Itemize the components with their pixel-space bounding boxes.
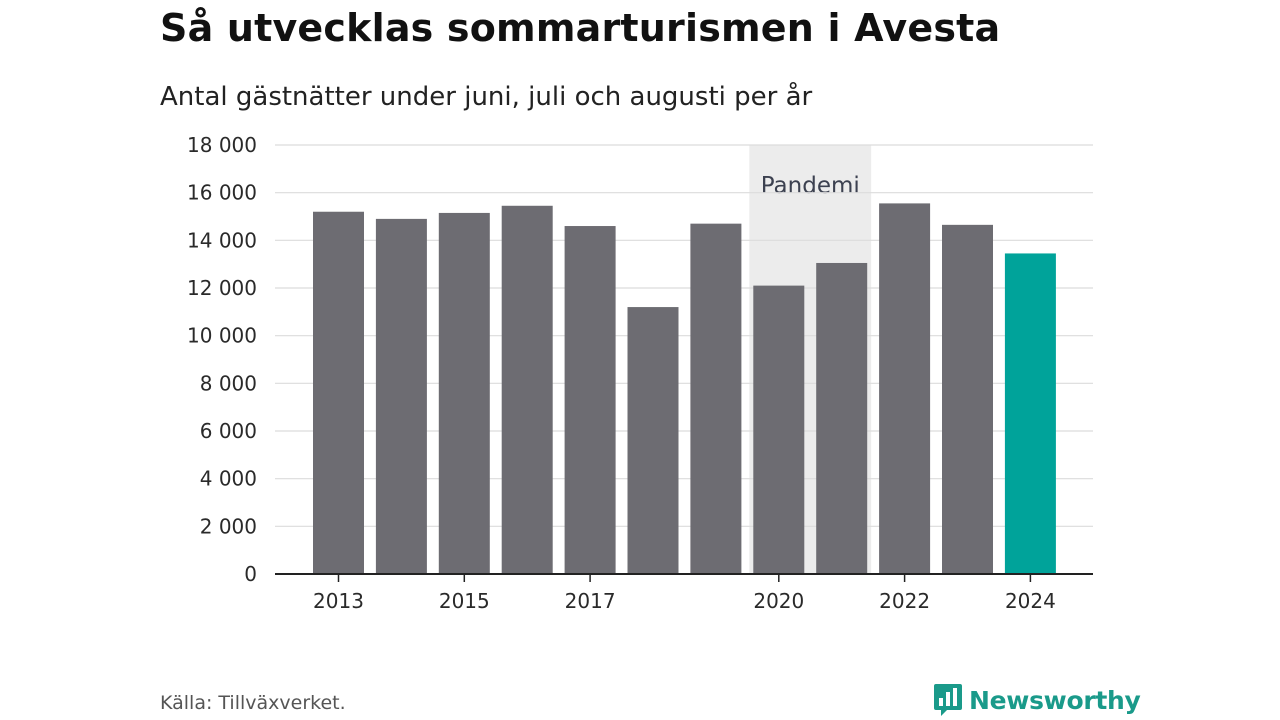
y-tick-label: 12 000	[187, 276, 257, 300]
bar-2014	[375, 218, 427, 574]
y-tick-label: 4 000	[200, 467, 257, 491]
x-tick-label: 2013	[313, 589, 364, 613]
bar-2015	[438, 212, 490, 575]
bar-2024	[1004, 253, 1056, 575]
bar-chart-logo-icon	[934, 684, 962, 716]
x-tick-label: 2015	[439, 589, 490, 613]
bar-2017	[564, 226, 616, 575]
bar-2013	[313, 211, 364, 574]
axes: 0 2 000 4 000 6 000 8 000 10 000 12 000 14 000 1…	[187, 133, 1093, 613]
x-tick-label: 2024	[1005, 589, 1056, 613]
bar-2023	[942, 224, 993, 574]
bar-2016	[501, 205, 553, 574]
x-tick-label: 2022	[879, 589, 930, 613]
y-tick-label: 2 000	[200, 514, 257, 538]
bars	[313, 203, 1056, 575]
y-tick-label: 10 000	[187, 324, 257, 348]
brand-logo: Newsworthy	[933, 682, 1141, 718]
bar-2018	[627, 307, 679, 574]
bar-2022	[879, 203, 931, 574]
y-tick-label: 0	[244, 562, 257, 586]
x-tick-label: 2017	[565, 589, 616, 613]
bar-2021	[816, 262, 868, 574]
chart-subtitle: Antal gästnätter under juni, juli och au…	[160, 82, 813, 112]
brand-name: Newsworthy	[969, 685, 1141, 715]
bar-2019	[690, 223, 742, 574]
bar-chart: Pandemi 0 2 000 4 000 6 000 8 000 10 000 12 00…	[187, 133, 1093, 613]
x-tick-label: 2020	[753, 589, 804, 613]
y-tick-label: 6 000	[200, 419, 257, 443]
y-tick-label: 14 000	[187, 228, 257, 252]
annotation-label: Pandemi	[761, 173, 860, 199]
y-tick-label: 8 000	[200, 371, 257, 395]
chart-title: Så utvecklas sommarturismen i Avesta	[160, 6, 1001, 50]
bar-2020	[753, 285, 805, 574]
y-tick-label: 18 000	[187, 133, 257, 157]
source-note: Källa: Tillväxverket.	[160, 692, 346, 714]
y-tick-label: 16 000	[187, 181, 257, 205]
